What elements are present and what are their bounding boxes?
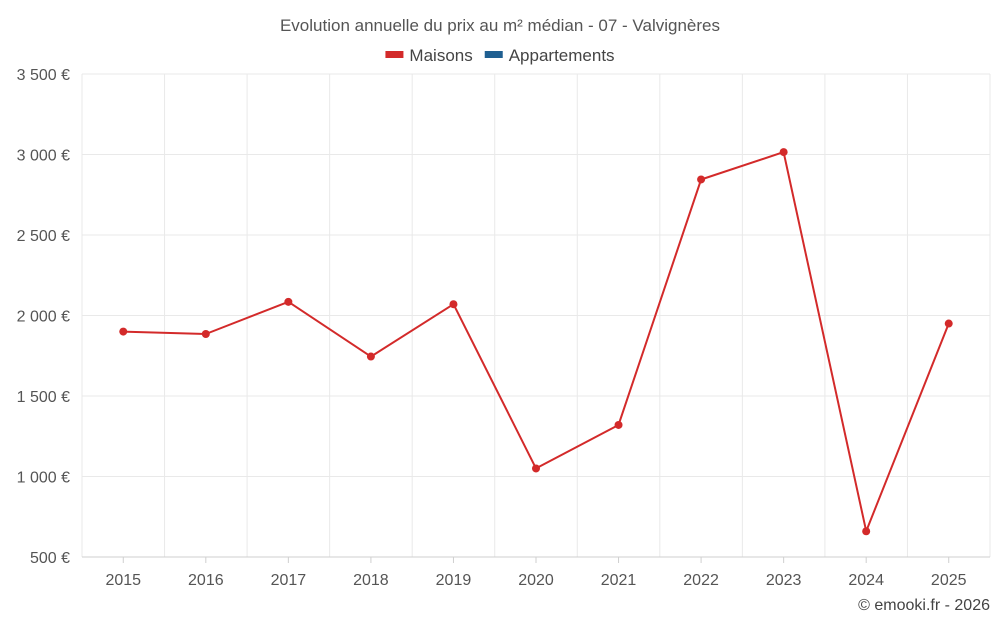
data-point[interactable] (366, 352, 375, 361)
x-tick-label: 2020 (518, 572, 554, 589)
legend-label: Maisons (409, 46, 472, 65)
x-tick-label: 2018 (353, 572, 389, 589)
x-axis: 2015 2016 2017 2018 2019 2020 2021 2022 2023 2024… (82, 556, 990, 589)
data-point[interactable] (119, 327, 128, 336)
x-tick-label: 2022 (683, 572, 719, 589)
data-point[interactable] (532, 464, 540, 473)
legend-swatch (484, 51, 503, 58)
x-tick-label: 2019 (436, 572, 472, 589)
legend-swatch (385, 51, 404, 58)
y-tick-label: 2 000 € (17, 309, 70, 326)
legend-item-appartements[interactable]: Appartements (484, 46, 615, 65)
legend-label: Appartements (509, 46, 615, 65)
x-tick-label: 2023 (766, 572, 802, 589)
legend-item-maisons[interactable]: Maisons (385, 46, 473, 65)
y-tick-label: 500 € (30, 550, 70, 567)
data-point[interactable] (201, 330, 210, 339)
x-tick-label: 2015 (105, 572, 141, 589)
data-point[interactable] (944, 319, 953, 328)
data-point[interactable] (284, 297, 293, 306)
data-point[interactable] (862, 527, 871, 536)
x-tick-label: 2021 (601, 572, 637, 589)
x-tick-label: 2024 (848, 572, 884, 589)
x-tick-label: 2017 (271, 572, 307, 589)
legend: Maisons Appartements (385, 46, 615, 65)
series-layer (119, 148, 953, 536)
y-tick-label: 3 500 € (17, 67, 70, 84)
y-tick-label: 1 500 € (17, 389, 70, 406)
data-point[interactable] (449, 300, 458, 309)
y-tick-label: 2 500 € (17, 228, 70, 245)
data-point[interactable] (614, 420, 623, 429)
credit-text: © emooki.fr - 2026 (858, 597, 990, 614)
x-tick-label: 2025 (931, 572, 967, 589)
x-tick-label: 2016 (188, 572, 224, 589)
y-axis: 500 € 1 000 € 1 500 € 2 000 € 2 500 € 3 000 €… (17, 67, 70, 567)
y-tick-label: 3 000 € (17, 148, 70, 165)
chart-title: Evolution annuelle du prix au m² médian … (280, 16, 720, 35)
data-point[interactable] (697, 175, 706, 184)
data-point[interactable] (779, 148, 788, 157)
y-tick-label: 1 000 € (17, 470, 70, 487)
grid-lines (81, 73, 991, 558)
